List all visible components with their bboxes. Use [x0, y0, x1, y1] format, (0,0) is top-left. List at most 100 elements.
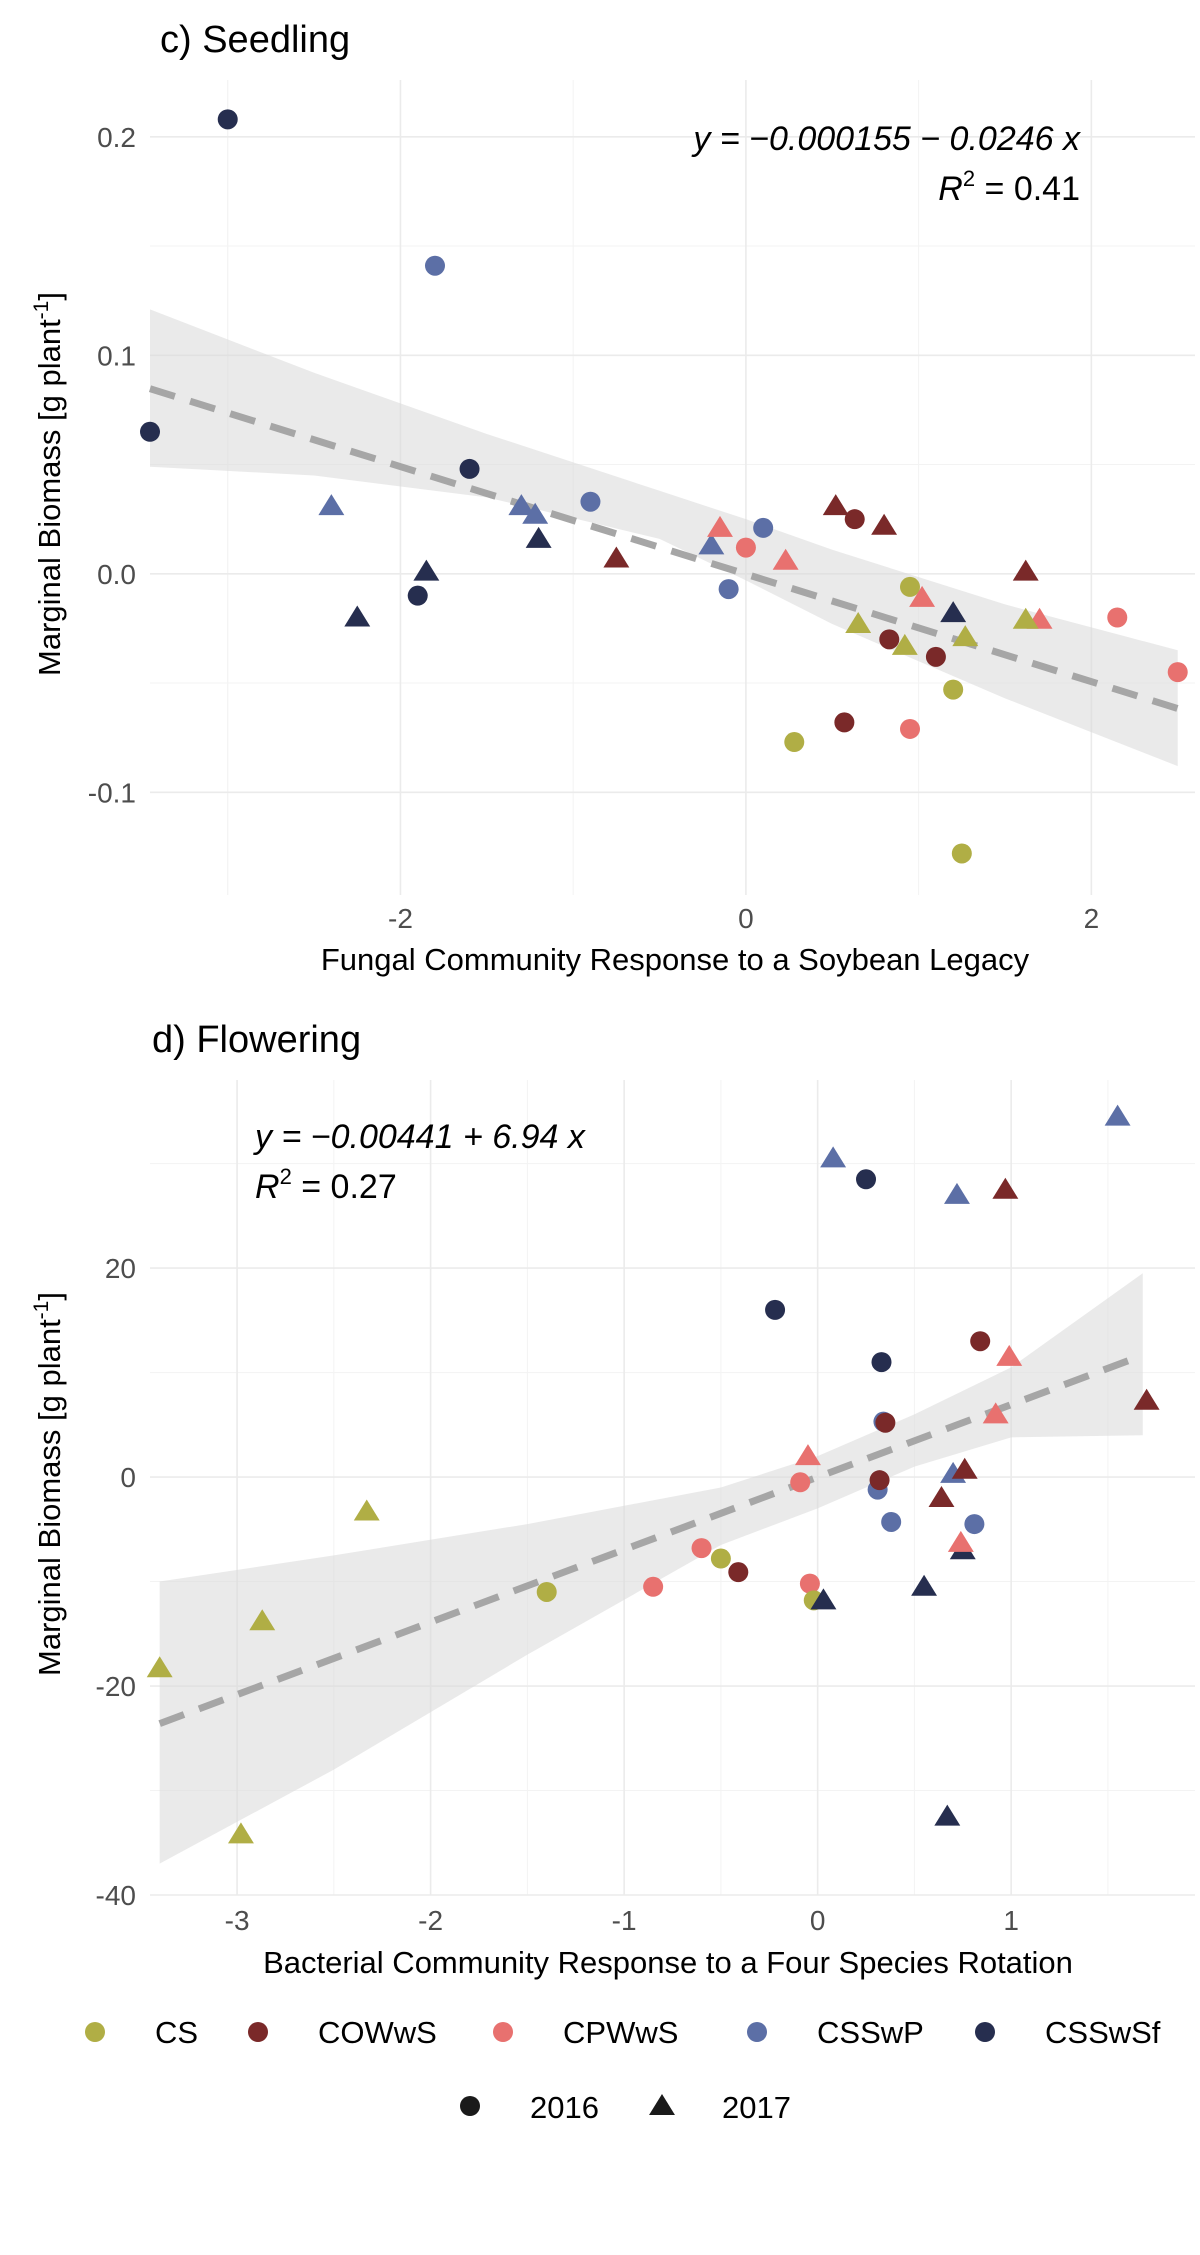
flowering-panel: d) Flowering -40 -20 0 20 -3 -2 -1 0 1 y = −0.0…: [30, 1019, 1195, 1980]
data-point: [407, 585, 428, 606]
y-axis-title-main: Marginal Biomass [g plant: [32, 1319, 67, 1676]
r-symbol: R: [938, 170, 963, 208]
y-tick-labels: -0.1 0.0 0.1 0.2: [88, 122, 136, 808]
legend-shape: [460, 2096, 480, 2116]
data-point: [718, 579, 739, 600]
data-point: [844, 509, 865, 530]
y-tick-label: 0.1: [97, 340, 136, 371]
legend-years: 2016 2017: [460, 2090, 791, 2125]
data-point: [879, 629, 900, 650]
data-point: [318, 494, 345, 516]
data-point: [795, 1444, 821, 1466]
data-point: [522, 502, 549, 524]
data-point: [900, 718, 920, 739]
data-point: [982, 1402, 1009, 1424]
y-tick-label: 20: [105, 1253, 136, 1284]
legend-shape: [649, 2094, 675, 2115]
r-squared-value: = 0.27: [292, 1168, 397, 1206]
data-point: [881, 1511, 902, 1532]
panel-title: c) Seedling: [160, 19, 350, 61]
y-axis-title-end: ]: [32, 1292, 67, 1301]
r-squared-label: R2 = 0.27: [255, 1164, 397, 1206]
data-point: [536, 1581, 557, 1602]
r-squared-label: R2 = 0.41: [938, 166, 1080, 208]
data-point: [459, 458, 480, 479]
x-tick-label: -2: [388, 903, 413, 934]
legend-label: CSSwSf: [1045, 2015, 1161, 2050]
data-point: [891, 633, 918, 655]
y-axis-title: Marginal Biomass [g plant-1]: [30, 1292, 67, 1676]
legend-label: 2016: [530, 2090, 599, 2125]
data-point: [580, 491, 601, 512]
x-tick-label: -2: [418, 1905, 443, 1936]
data-point: [964, 1514, 985, 1535]
data-point: [140, 421, 160, 442]
data-point: [947, 1530, 974, 1552]
data-point: [413, 559, 440, 581]
data-point: [940, 601, 967, 623]
data-point: [1012, 559, 1039, 581]
legend-groups: CS COWwS CPWwS CSSwP CSSwSf: [85, 2015, 1161, 2050]
y-tick-label: -40: [96, 1880, 136, 1911]
data-point: [784, 732, 805, 753]
r-superscript: 2: [280, 1164, 292, 1189]
data-point: [951, 843, 972, 864]
data-point: [217, 109, 238, 130]
x-tick-labels: -2 0 2: [388, 903, 1099, 934]
data-point: [353, 1499, 380, 1521]
legend-label: CS: [155, 2015, 198, 2050]
data-point: [643, 1576, 664, 1597]
regression-line: [148, 385, 1179, 712]
data-point: [822, 494, 849, 516]
data-point: [900, 576, 920, 597]
data-point: [934, 1804, 961, 1826]
x-axis-title: Bacterial Community Response to a Four S…: [263, 1945, 1073, 1980]
data-point: [146, 1656, 173, 1678]
confidence-band-area: [159, 1273, 1143, 1864]
legend-swatch: [975, 2022, 995, 2042]
data-point: [1104, 1104, 1131, 1126]
confidence-band: [159, 1273, 1143, 1864]
data-point: [1107, 607, 1128, 628]
x-tick-label: 0: [738, 903, 754, 934]
data-point: [710, 1548, 731, 1569]
data-point: [834, 712, 855, 733]
y-axis-title-main: Marginal Biomass [g plant: [32, 319, 67, 676]
y-tick-label: -20: [96, 1671, 136, 1702]
data-point: [249, 1609, 276, 1631]
legend-label: CPWwS: [563, 2015, 678, 2050]
legend-label: COWwS: [318, 2015, 437, 2050]
y-axis-title-sup: -1: [30, 1301, 53, 1320]
data-point: [911, 1574, 938, 1596]
data-point: [227, 1822, 254, 1844]
data-point: [698, 533, 725, 555]
legend-swatch: [85, 2022, 105, 2042]
data-point: [1133, 1388, 1160, 1410]
data-point: [344, 605, 371, 627]
panel-title: d) Flowering: [152, 1019, 361, 1061]
data-point: [525, 526, 552, 548]
x-tick-label: 0: [810, 1905, 826, 1936]
data-point: [753, 517, 774, 538]
data-point: [508, 494, 535, 516]
data-point: [810, 1588, 837, 1610]
x-tick-label: 2: [1084, 903, 1100, 934]
data-point: [909, 585, 936, 607]
legend-swatch: [248, 2022, 268, 2042]
data-point: [728, 1562, 749, 1583]
confidence-band-area: [150, 309, 1178, 767]
regression-equation: y = −0.000155 − 0.0246 x: [691, 120, 1081, 158]
data-point: [943, 679, 964, 700]
regression-equation: y = −0.00441 + 6.94 x: [253, 1118, 586, 1156]
data-point: [869, 1470, 890, 1491]
data-point: [799, 1573, 820, 1594]
data-point: [765, 1299, 786, 1320]
x-axis-title: Fungal Community Response to a Soybean L…: [321, 942, 1030, 977]
regression-line-path: [148, 385, 1179, 712]
data-points: [146, 1104, 1160, 1844]
y-axis-title-sup: -1: [30, 301, 53, 320]
data-point: [1012, 607, 1039, 629]
legend-swatch: [493, 2022, 513, 2042]
data-point: [970, 1331, 991, 1352]
